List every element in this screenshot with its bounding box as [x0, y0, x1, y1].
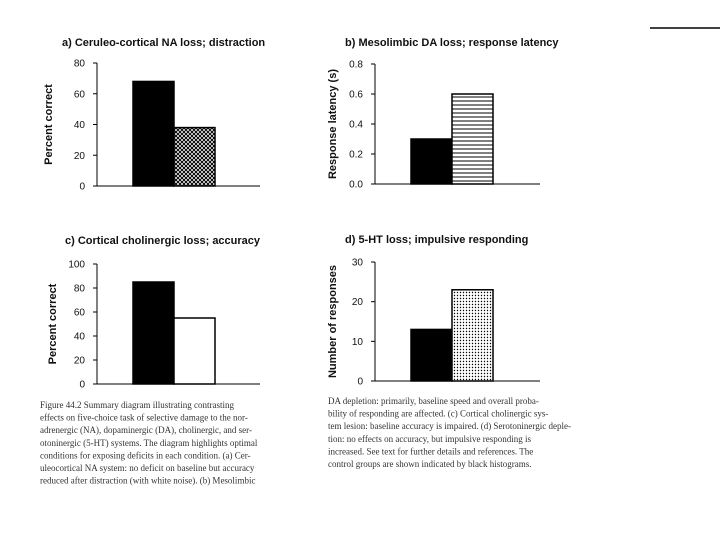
chart-title: a) Ceruleo-cortical NA loss; distraction — [62, 37, 265, 49]
y-tick-label: 20 — [74, 151, 86, 162]
y-tick-label: 20 — [352, 297, 364, 308]
y-tick-label: 0 — [357, 377, 363, 388]
y-tick-label: 80 — [74, 59, 86, 70]
y-tick-label: 0.2 — [349, 150, 363, 161]
y-tick-label: 40 — [74, 120, 86, 131]
bar — [132, 80, 175, 187]
caption-line: control groups are shown indicated by bl… — [328, 459, 531, 469]
y-tick-label: 80 — [74, 284, 86, 295]
caption-line: increased. See text for further details … — [328, 446, 533, 456]
caption-line: adrenergic (NA), dopaminergic (DA), chol… — [40, 425, 252, 435]
y-axis-label: Percent correct — [47, 283, 59, 364]
y-axis-label: Number of responses — [327, 265, 339, 378]
caption-line: conditions for exposing deficits in each… — [40, 450, 251, 460]
caption-line: uleocortical NA system: no deficit on ba… — [40, 463, 255, 473]
bar — [173, 317, 216, 385]
chart-title: c) Cortical cholinergic loss; accuracy — [65, 235, 261, 247]
caption-line: tem lesion: baseline accuracy is impaire… — [328, 421, 571, 431]
caption-line: tion: no effects on accuracy, but impuls… — [328, 434, 531, 444]
y-axis-label: Percent correct — [43, 84, 55, 165]
y-axis-label: Response latency (s) — [327, 69, 339, 179]
bar — [410, 138, 453, 185]
caption-line: Figure 44.2 Summary diagram illustrating… — [40, 400, 234, 410]
bar — [451, 289, 494, 382]
chart-title: d) 5-HT loss; impulsive responding — [345, 234, 528, 246]
caption-line: reduced after distraction (with white no… — [40, 476, 255, 486]
y-tick-label: 0.8 — [349, 60, 363, 71]
chart-title: b) Mesolimbic DA loss; response latency — [345, 37, 559, 49]
y-tick-label: 100 — [68, 260, 85, 271]
caption-line: DA depletion: primarily, baseline speed … — [328, 396, 539, 406]
bar — [173, 126, 216, 187]
y-tick-label: 20 — [74, 356, 86, 367]
bar — [451, 93, 494, 185]
y-tick-label: 60 — [74, 308, 86, 319]
y-tick-label: 60 — [74, 89, 86, 100]
caption-line: bility of responding are affected. (c) C… — [328, 409, 548, 419]
y-tick-label: 40 — [74, 332, 86, 343]
y-tick-label: 30 — [352, 258, 364, 269]
y-tick-label: 0 — [79, 380, 85, 391]
caption-line: otoninergic (5-HT) systems. The diagram … — [40, 438, 258, 448]
bar — [410, 328, 453, 382]
bar — [132, 281, 175, 385]
y-tick-label: 0.4 — [349, 120, 363, 131]
y-tick-label: 0.6 — [349, 90, 363, 101]
y-tick-label: 0.0 — [349, 180, 363, 191]
y-tick-label: 10 — [352, 337, 364, 348]
y-tick-label: 0 — [79, 182, 85, 193]
caption-line: effects on five-choice task of selective… — [40, 413, 248, 423]
